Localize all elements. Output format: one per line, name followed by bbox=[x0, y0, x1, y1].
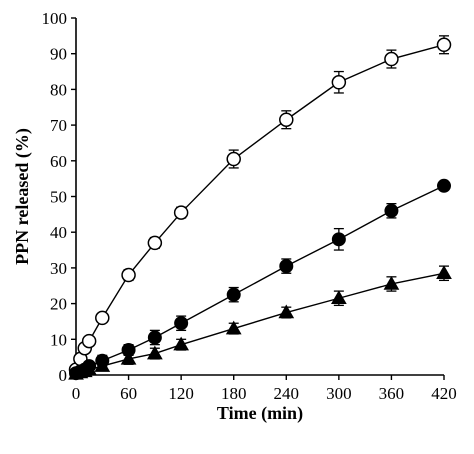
y-axis-title: PPN released (%) bbox=[12, 128, 33, 265]
data-point bbox=[95, 310, 110, 326]
data-point bbox=[173, 205, 189, 220]
data-point bbox=[94, 358, 111, 372]
x-tick-label: 420 bbox=[431, 384, 457, 403]
y-tick-label: 80 bbox=[50, 80, 67, 99]
y-tick-label: 60 bbox=[50, 152, 67, 171]
data-point bbox=[436, 37, 452, 53]
data-point bbox=[436, 265, 452, 280]
y-tick-label: 10 bbox=[50, 330, 67, 349]
y-tick-label: 30 bbox=[50, 259, 67, 278]
y-tick-label: 70 bbox=[50, 116, 67, 135]
data-point bbox=[226, 287, 241, 302]
x-tick-label: 120 bbox=[168, 384, 194, 403]
data-point bbox=[147, 235, 163, 251]
data-point bbox=[384, 51, 399, 67]
data-point bbox=[174, 316, 189, 331]
data-point bbox=[437, 178, 451, 193]
x-tick-label: 360 bbox=[379, 384, 405, 403]
y-tick-label: 40 bbox=[50, 223, 67, 242]
data-point bbox=[331, 232, 346, 247]
y-tick-label: 20 bbox=[50, 295, 67, 314]
data-point bbox=[279, 112, 294, 127]
x-tick-label: 300 bbox=[326, 384, 352, 403]
data-point bbox=[383, 275, 400, 290]
x-tick-label: 60 bbox=[120, 384, 137, 403]
y-tick-label: 0 bbox=[59, 366, 68, 385]
y-tick-label: 100 bbox=[42, 9, 68, 28]
series-layer bbox=[68, 35, 452, 381]
data-point bbox=[225, 320, 242, 335]
series-filled-triangle bbox=[68, 265, 452, 380]
x-tick-label: 0 bbox=[72, 384, 81, 403]
data-point bbox=[121, 267, 136, 283]
x-tick-label: 180 bbox=[221, 384, 247, 403]
axes: 0 10 20 30 40 50 60 70 80 90 100 0 60 120 180 240 300 360… bbox=[42, 9, 457, 403]
data-point bbox=[147, 330, 162, 345]
y-tick-label: 90 bbox=[50, 45, 67, 64]
data-point bbox=[278, 304, 295, 319]
y-tick-label: 50 bbox=[50, 188, 67, 207]
x-tick-label: 240 bbox=[274, 384, 300, 403]
data-point bbox=[146, 345, 163, 360]
data-point bbox=[226, 151, 241, 167]
data-point bbox=[173, 336, 190, 351]
data-point bbox=[384, 203, 399, 218]
data-point bbox=[279, 259, 294, 274]
x-axis-title: Time (min) bbox=[217, 403, 303, 424]
data-point bbox=[81, 361, 98, 376]
series-open-circle bbox=[68, 35, 452, 377]
data-point bbox=[81, 333, 97, 349]
data-point bbox=[331, 75, 347, 90]
data-point bbox=[330, 290, 347, 304]
data-point bbox=[120, 350, 137, 365]
